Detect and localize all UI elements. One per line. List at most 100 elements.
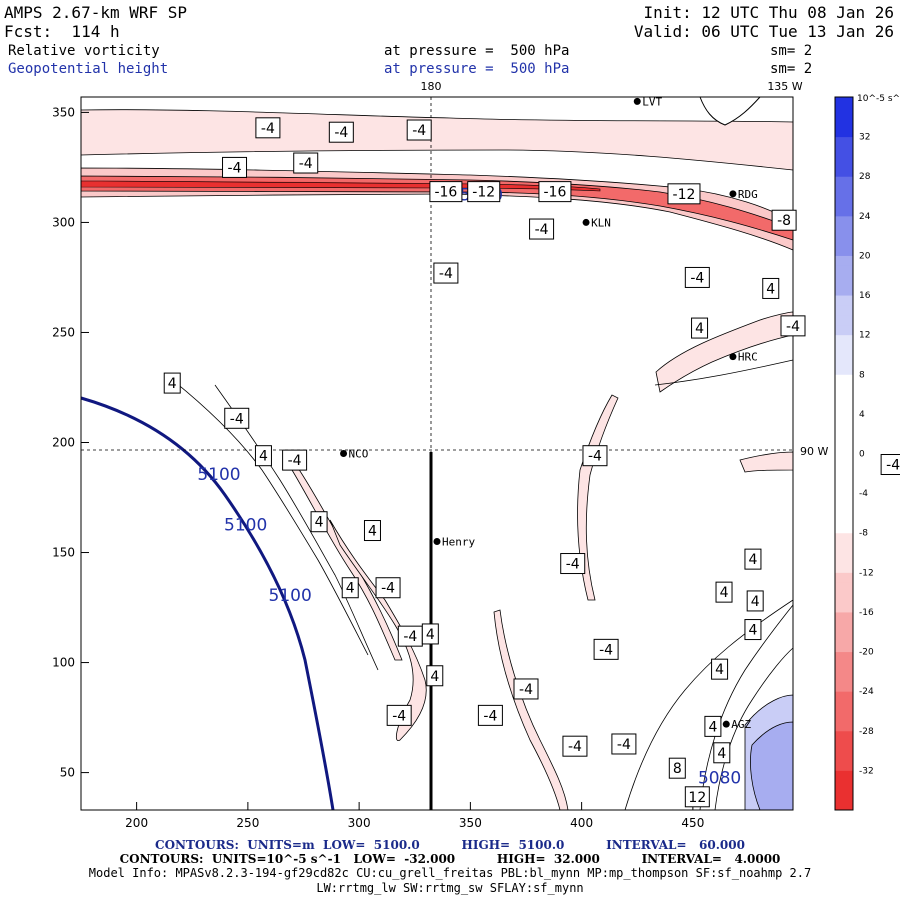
station-dot [729, 190, 737, 198]
vorticity-label-box [282, 449, 308, 471]
colorbar-segment [835, 314, 853, 326]
model-info: Model Info: MPASv8.2.3-194-gf29cd82c CU:… [88, 866, 812, 880]
x-tick-label: 450 [681, 816, 704, 830]
station-dot [633, 97, 641, 105]
vorticity-label: -4 [566, 557, 580, 573]
vorticity-label: -4 [230, 411, 244, 427]
colorbar-segment [835, 166, 853, 177]
vorticity-label-box [744, 548, 762, 570]
colorbar-tick-label: -24 [859, 687, 874, 697]
colorbar-tick-label: -32 [859, 766, 874, 776]
vorticity-label: -4 [299, 156, 313, 172]
vorticity-label: 4 [346, 581, 355, 597]
vorticity-label: -4 [334, 125, 348, 141]
vorticity-label: 4 [426, 627, 435, 643]
height-label: 5100 [269, 586, 312, 606]
x-tick-label: 250 [236, 816, 259, 830]
meridian-label: 180 [421, 80, 442, 93]
vorticity-label: -4 [412, 123, 426, 139]
vorticity-band-core [80, 180, 601, 192]
colorbar-tick-label: 12 [859, 331, 870, 341]
vorticity-label: -4 [519, 682, 533, 698]
y-tick-label: 200 [52, 435, 75, 449]
colorbar-segment [835, 423, 853, 435]
y-tick-label: 50 [60, 766, 75, 780]
colorbar-segment [835, 285, 853, 296]
station-dot [722, 720, 730, 728]
x-tick-label: 300 [348, 816, 371, 830]
vorticity-label-box [668, 757, 686, 779]
y-tick-label: 350 [52, 105, 75, 119]
plot-background [81, 97, 793, 810]
vorticity-label: -4 [403, 629, 417, 645]
colorbar-segment [835, 146, 853, 157]
colorbar-segment [835, 394, 853, 405]
vorticity-label-box [560, 553, 586, 575]
vorticity-label-box [255, 117, 281, 139]
colorbar-segment [835, 245, 853, 256]
colorbar-segment [835, 334, 853, 346]
vorticity-label-box [310, 511, 328, 533]
meridian-label: 90 W [800, 445, 828, 458]
x-tick-label: 350 [459, 816, 482, 830]
vorticity-contour-1 [699, 604, 794, 811]
colorbar-segment [835, 592, 853, 603]
vorticity-label: -8 [777, 213, 791, 229]
height-label: 5100 [197, 465, 240, 485]
colorbar-tick-label: -16 [859, 608, 874, 618]
colorbar-segment [835, 473, 853, 484]
vorticity-label-box [293, 152, 319, 174]
vorticity-label-box [467, 181, 501, 203]
vorticity-contour-5 [214, 384, 379, 671]
station-label: RDG [738, 188, 758, 201]
colorbar-segment [835, 116, 853, 128]
colorbar-segment [835, 780, 853, 791]
height-contour-info: CONTOURS: UNITS=m LOW= 5100.0 HIGH= 5100… [155, 838, 745, 852]
contour-labels: LVTRDGKLNHRCNCOHenryAGZ51005100510050805… [163, 95, 900, 808]
colorbar-segment [835, 196, 853, 207]
colorbar-segment [835, 760, 853, 771]
colorbar-tick-label: -4 [859, 489, 868, 499]
field2-name: Geopotential height [8, 61, 169, 77]
colorbar-segment [835, 403, 853, 415]
vorticity-label-box [513, 678, 539, 700]
vorticity-contour-6 [654, 359, 794, 386]
vorticity-label-box [363, 520, 381, 542]
vorticity-label-box [224, 407, 250, 429]
colorbar-segment [835, 790, 853, 801]
vorticity-label: -4 [483, 708, 497, 724]
vorticity-label: 4 [368, 524, 377, 540]
y-tick-label: 100 [52, 656, 75, 670]
vorticity-label-box [426, 665, 444, 687]
vorticity-label-box [713, 742, 731, 764]
colorbar-segment [835, 295, 853, 306]
colorbar-tick-label: -12 [859, 568, 874, 578]
colorbar-segment [835, 186, 853, 197]
colorbar-segment [835, 255, 853, 266]
vorticity-contour-2 [714, 647, 794, 811]
vorticity-label-box [433, 262, 459, 284]
colorbar-segment [835, 800, 853, 811]
vorticity-label: 4 [717, 746, 726, 762]
vorticity-label-box [341, 577, 359, 599]
colorbar-segment [835, 156, 853, 167]
colorbar-segment [835, 493, 853, 504]
colorbar-segment [835, 661, 853, 672]
vorticity-label-box [762, 277, 780, 299]
vorticity-label: 4 [748, 623, 757, 639]
colorbar-tick-label: 0 [859, 450, 865, 460]
vorticity-label-box [538, 181, 572, 203]
colorbar-segment [835, 582, 853, 593]
vorticity-label: 4 [720, 585, 729, 601]
vorticity-label: -4 [690, 270, 704, 286]
vorticity-label: -4 [381, 581, 395, 597]
vorticity-label: -4 [439, 266, 453, 282]
colorbar-segment [835, 413, 853, 425]
colorbar-segment [835, 750, 853, 761]
vorticity-label-box [477, 704, 503, 726]
colorbar-segment [835, 552, 853, 563]
vorticity-label: -4 [599, 642, 613, 658]
y-tick-label: 250 [52, 325, 75, 339]
vorticity-label: 4 [259, 449, 268, 465]
vorticity-label-box [746, 590, 764, 612]
